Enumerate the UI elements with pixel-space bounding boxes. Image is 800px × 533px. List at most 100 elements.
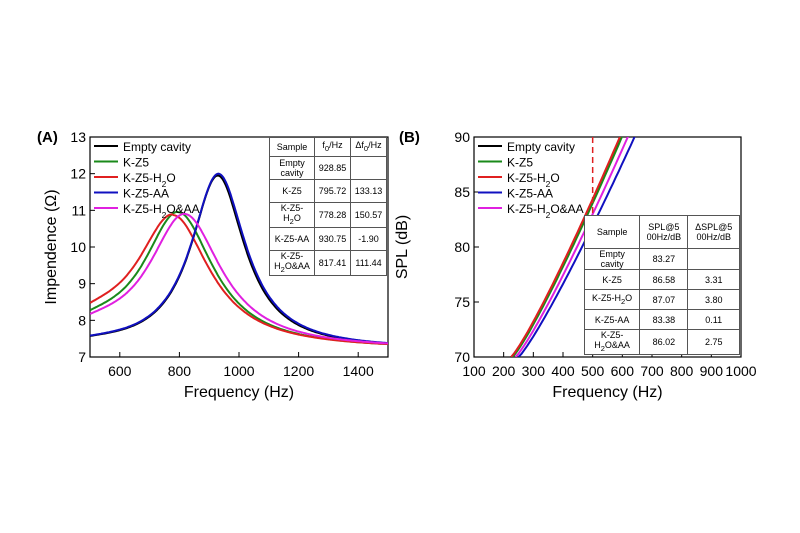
series-line bbox=[511, 137, 623, 357]
table-cell-delta: 3.31 bbox=[687, 269, 740, 290]
legend-label: K-Z5-H2O bbox=[507, 171, 560, 189]
table-cell-f0: 817.41 bbox=[314, 249, 351, 276]
x-tick-label: 900 bbox=[700, 363, 724, 379]
x-tick-label: 800 bbox=[670, 363, 694, 379]
panel-label: (B) bbox=[399, 129, 420, 146]
x-tick-label: 600 bbox=[108, 363, 132, 379]
panel-label: (A) bbox=[37, 129, 58, 146]
y-tick-label: 7 bbox=[78, 349, 86, 365]
y-tick-label: 11 bbox=[71, 202, 86, 218]
legend-label: K-Z5-H2O&AA bbox=[507, 202, 584, 220]
legend-label: K-Z5-AA bbox=[123, 187, 169, 201]
x-tick-label: 800 bbox=[168, 363, 192, 379]
y-tick-label: 13 bbox=[70, 129, 86, 145]
table-cell-sample: Empty cavity bbox=[583, 248, 641, 270]
curves bbox=[90, 172, 388, 346]
table-cell-delta: 133.13 bbox=[350, 179, 387, 203]
table-row: K-Z5 86.58 3.31 bbox=[583, 269, 740, 290]
table-cell-sample: K-Z5-H2O bbox=[583, 289, 641, 310]
table-cell-delta: 0.11 bbox=[687, 309, 740, 330]
table-cell-sample: K-Z5- H2O&AA bbox=[268, 249, 316, 276]
x-axis-label: Frequency (Hz) bbox=[552, 384, 662, 401]
table-cell-f0: 795.72 bbox=[314, 179, 351, 203]
x-tick-label: 200 bbox=[492, 363, 516, 379]
chart-a: 600 800 1000 1200 1400 7 8 9 10 11 12 13 Frequency (… bbox=[37, 129, 389, 401]
x-tick-label: 1400 bbox=[343, 363, 374, 379]
x-tick-label: 500 bbox=[581, 363, 605, 379]
table-row: K-Z5- H2O&AA 86.02 2.75 bbox=[583, 329, 740, 355]
x-tick-label: 300 bbox=[522, 363, 546, 379]
series-line bbox=[514, 137, 629, 357]
table-cell-f0: 778.28 bbox=[314, 202, 351, 228]
table-cell-sample: K-Z5-H2O bbox=[268, 202, 316, 228]
x-tick-label: 600 bbox=[611, 363, 635, 379]
y-tick-label: 10 bbox=[70, 239, 86, 255]
table-cell-sample: K-Z5 bbox=[268, 179, 316, 203]
x-tick-label: 100 bbox=[462, 363, 486, 379]
table-cell-delta: 2.75 bbox=[687, 329, 740, 355]
table-row: K-Z5-AA 83.38 0.11 bbox=[583, 309, 740, 330]
y-tick-label: 80 bbox=[454, 239, 470, 255]
table-cell-sample: K-Z5 bbox=[583, 269, 641, 290]
table-cell-spl: 87.07 bbox=[639, 289, 689, 310]
legend-label: Empty cavity bbox=[507, 140, 575, 154]
series-line bbox=[90, 212, 388, 345]
table-row: K-Z5-H2O 87.07 3.80 bbox=[583, 289, 740, 310]
table-header-sample: Sample bbox=[268, 137, 316, 157]
table-cell-spl: 86.58 bbox=[639, 269, 689, 290]
series-line bbox=[90, 172, 388, 345]
y-tick-label: 8 bbox=[78, 312, 86, 328]
x-tick-label: 400 bbox=[551, 363, 575, 379]
series-line bbox=[510, 137, 621, 357]
legend-label: K-Z5-H2O bbox=[123, 171, 176, 189]
table-header-spl: SPL@5 00Hz/dB bbox=[639, 215, 689, 249]
y-tick-label: 75 bbox=[454, 294, 470, 310]
y-tick-label: 90 bbox=[454, 129, 470, 145]
table-header-row: Sample f0/Hz Δf0/Hz bbox=[268, 137, 387, 157]
y-tick-label: 12 bbox=[70, 166, 86, 182]
table-header-sample: Sample bbox=[583, 215, 641, 249]
table-cell-f0: 928.85 bbox=[314, 156, 351, 180]
table-cell-spl: 83.27 bbox=[639, 248, 689, 270]
legend-label: K-Z5 bbox=[507, 156, 533, 170]
x-tick-label: 700 bbox=[640, 363, 664, 379]
table-cell-sample: K-Z5- H2O&AA bbox=[583, 329, 641, 355]
table-cell-spl: 86.02 bbox=[639, 329, 689, 355]
spl-table: Sample SPL@5 00Hz/dB ΔSPL@5 00Hz/dB Empty c… bbox=[583, 215, 740, 355]
table-cell-sample: K-Z5-AA bbox=[583, 309, 641, 330]
table-cell-f0: 930.75 bbox=[314, 226, 351, 251]
y-tick-label: 70 bbox=[454, 349, 470, 365]
table-cell-delta: 111.44 bbox=[350, 249, 387, 276]
table-row: K-Z5-AA 930.75 -1.90 bbox=[268, 226, 387, 251]
table-row: K-Z5- H2O&AA 817.41 111.44 bbox=[268, 249, 387, 276]
table-header-delta-f0: Δf0/Hz bbox=[350, 137, 387, 157]
table-row: Empty cavity 928.85 bbox=[268, 156, 387, 180]
y-axis-label: SPL (dB) bbox=[394, 215, 411, 279]
table-cell-delta: 150.57 bbox=[350, 202, 387, 228]
legend-label: K-Z5 bbox=[123, 156, 149, 170]
table-cell-delta bbox=[687, 248, 740, 270]
legend-label: K-Z5-H2O&AA bbox=[123, 202, 200, 220]
table-row: K-Z5 795.72 133.13 bbox=[268, 179, 387, 203]
table-row: K-Z5- H2O 778.28 150.57 bbox=[268, 202, 387, 228]
table-cell-delta bbox=[350, 156, 387, 180]
curves bbox=[510, 137, 636, 357]
table-cell-sample: Empty cavity bbox=[268, 156, 316, 180]
table-cell-delta: -1.90 bbox=[350, 226, 387, 251]
table-header-row: Sample SPL@5 00Hz/dB ΔSPL@5 00Hz/dB bbox=[583, 215, 740, 249]
series-line bbox=[517, 137, 636, 357]
legend-label: K-Z5-AA bbox=[507, 187, 553, 201]
table-row: Empty cavity 83.27 bbox=[583, 248, 740, 270]
y-tick-label: 9 bbox=[78, 276, 86, 292]
table-cell-delta: 3.80 bbox=[687, 289, 740, 310]
x-axis-label: Frequency (Hz) bbox=[184, 384, 294, 401]
table-header-delta-spl: ΔSPL@5 00Hz/dB bbox=[687, 215, 740, 249]
y-axis-label: Impendence (Ω) bbox=[43, 189, 60, 304]
x-tick-label: 1200 bbox=[283, 363, 314, 379]
x-tick-label: 1000 bbox=[223, 363, 254, 379]
x-tick-label: 1000 bbox=[725, 363, 756, 379]
legend-label: Empty cavity bbox=[123, 140, 191, 154]
table-cell-sample: K-Z5-AA bbox=[268, 226, 316, 251]
y-tick-label: 85 bbox=[454, 184, 470, 200]
